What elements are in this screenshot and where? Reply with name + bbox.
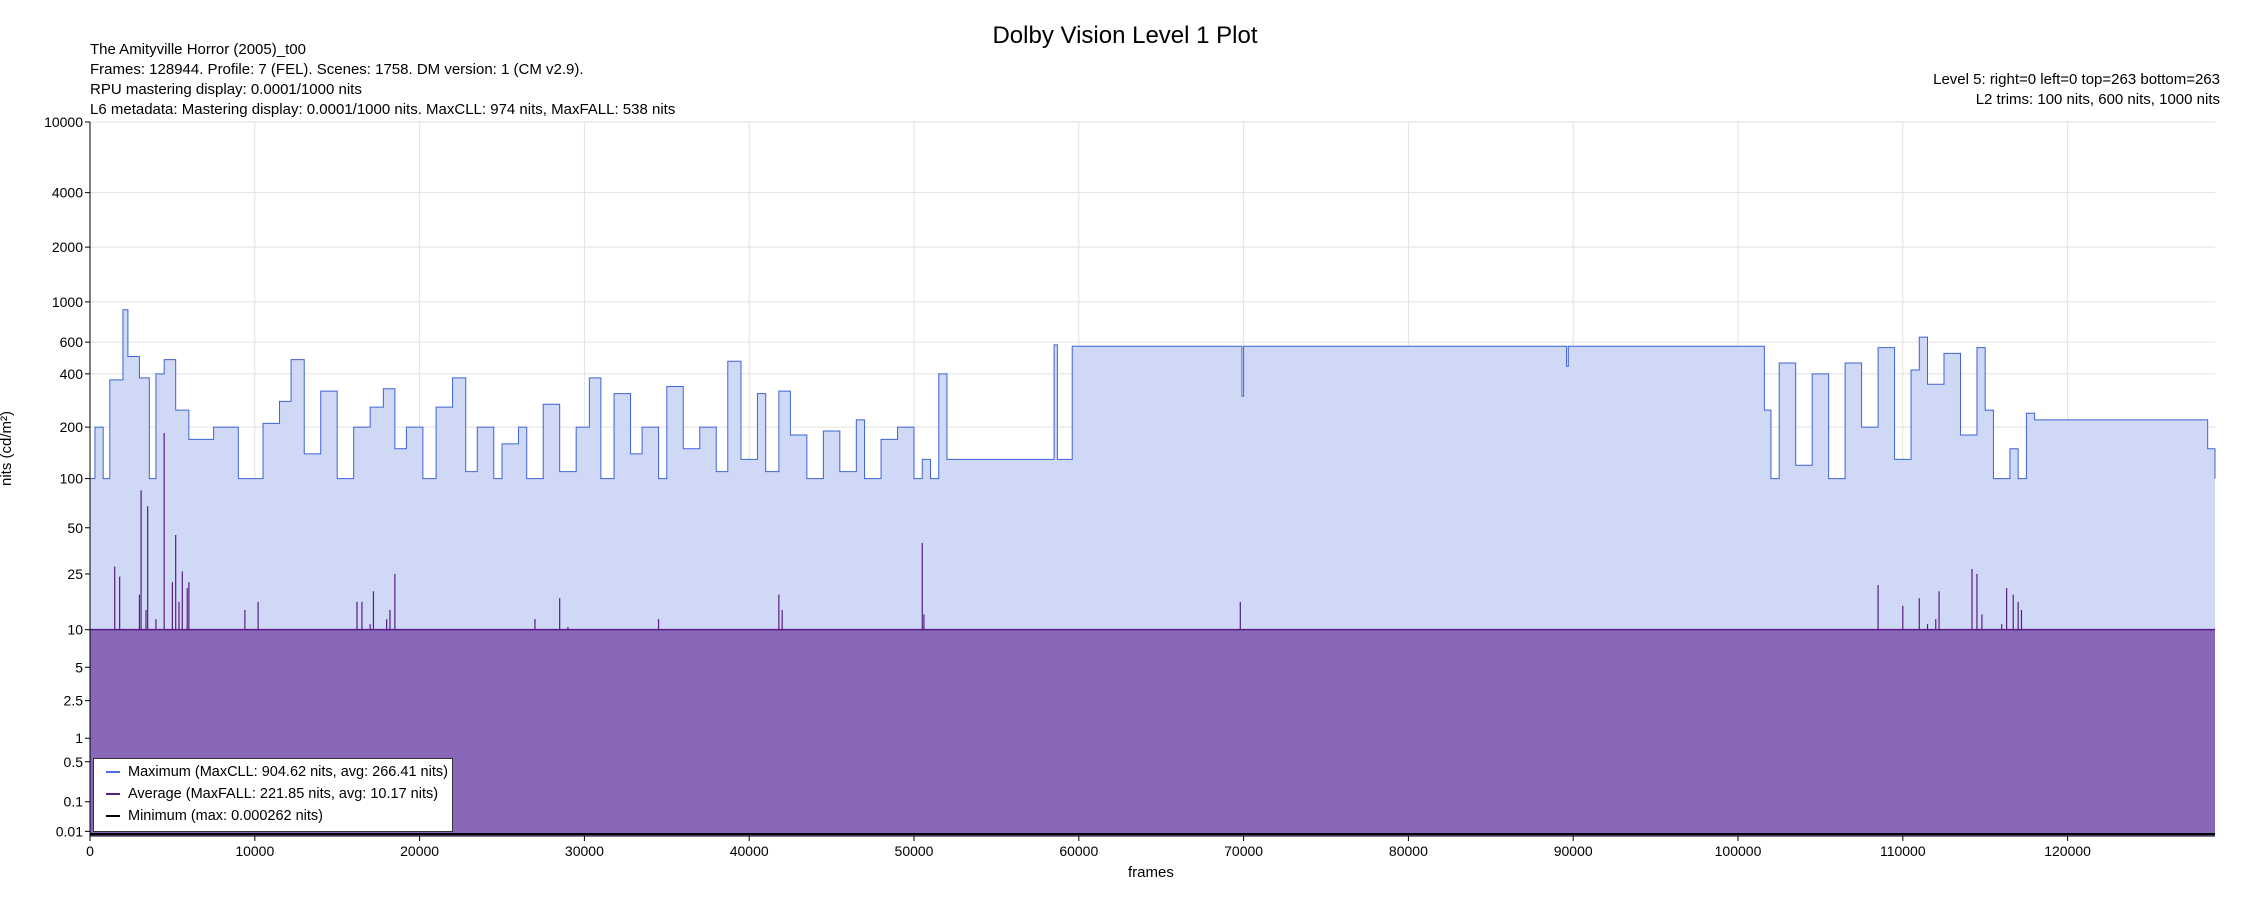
info-line-l6: L6 metadata: Mastering display: 0.0001/1… <box>90 101 676 118</box>
tick-labels: 0 10000 20000 30000 40000 50000 60000 70000 8000… <box>44 114 2091 859</box>
x-tick-label: 50000 <box>895 843 934 859</box>
x-tick-label: 0 <box>86 843 94 859</box>
x-tick-label: 110000 <box>1880 843 1926 859</box>
legend: Maximum (MaxCLL: 904.62 nits, avg: 266.4… <box>93 758 453 832</box>
y-tick-label: 50 <box>67 520 83 536</box>
x-tick-label: 120000 <box>2044 843 2091 859</box>
y-tick-label: 2.5 <box>64 693 84 709</box>
x-axis-label: frames <box>1128 864 1174 881</box>
legend-label-maximum: Maximum (MaxCLL: 904.62 nits, avg: 266.4… <box>128 764 448 780</box>
info-line-title: The Amityville Horror (2005)_t00 <box>90 41 306 58</box>
file-info-block: The Amityville Horror (2005)_t00 Frames:… <box>90 40 675 120</box>
x-tick-label: 80000 <box>1389 843 1428 859</box>
legend-item-average: Average (MaxFALL: 221.85 nits, avg: 10.1… <box>106 784 438 804</box>
y-tick-label: 0.01 <box>56 823 83 839</box>
y-tick-label: 100 <box>60 471 84 487</box>
level-info-block: Level 5: right=0 left=0 top=263 bottom=2… <box>1933 70 2220 110</box>
x-tick-label: 40000 <box>730 843 769 859</box>
x-tick-label: 10000 <box>235 843 274 859</box>
y-tick-label: 25 <box>67 566 83 582</box>
y-tick-label: 10 <box>67 622 83 638</box>
axes <box>85 121 2215 841</box>
chart-title: Dolby Vision Level 1 Plot <box>992 22 1258 49</box>
x-tick-label: 70000 <box>1224 843 1263 859</box>
x-tick-label: 20000 <box>400 843 439 859</box>
info-line-level5: Level 5: right=0 left=0 top=263 bottom=2… <box>1933 71 2220 88</box>
y-tick-label: 600 <box>60 334 84 350</box>
y-tick-label: 1000 <box>52 294 83 310</box>
legend-label-average: Average (MaxFALL: 221.85 nits, avg: 10.1… <box>128 786 439 802</box>
y-tick-label: 0.5 <box>64 754 84 770</box>
y-tick-label: 0.1 <box>64 794 84 810</box>
x-tick-label: 60000 <box>1059 843 1098 859</box>
legend-swatch-maximum <box>106 771 120 773</box>
legend-item-minimum: Minimum (max: 0.000262 nits) <box>106 806 323 826</box>
legend-label-minimum: Minimum (max: 0.000262 nits) <box>128 808 324 824</box>
x-tick-label: 30000 <box>565 843 604 859</box>
legend-swatch-minimum <box>106 815 120 817</box>
y-tick-label: 10000 <box>44 114 83 130</box>
legend-swatch-average <box>106 793 120 795</box>
info-line-rpu: RPU mastering display: 0.0001/1000 nits <box>90 81 362 98</box>
y-tick-label: 400 <box>60 366 84 382</box>
maximum-line <box>90 309 2216 480</box>
y-tick-label: 1 <box>75 730 83 746</box>
info-line-l2-trims: L2 trims: 100 nits, 600 nits, 1000 nits <box>1975 91 2220 108</box>
y-tick-label: 5 <box>75 659 83 675</box>
y-tick-label: 4000 <box>52 185 83 201</box>
y-tick-label: 200 <box>60 419 84 435</box>
info-line-frames: Frames: 128944. Profile: 7 (FEL). Scenes… <box>90 61 584 78</box>
legend-item-maximum: Maximum (MaxCLL: 904.62 nits, avg: 266.4… <box>106 762 448 782</box>
x-tick-label: 90000 <box>1554 843 1593 859</box>
y-tick-label: 2000 <box>52 239 83 255</box>
y-axis-label: nits (cd/m²) <box>0 411 15 486</box>
x-tick-label: 100000 <box>1715 843 1762 859</box>
